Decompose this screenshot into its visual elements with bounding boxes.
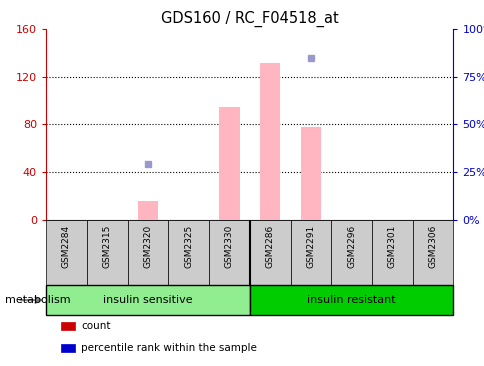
Bar <box>209 220 249 285</box>
Text: GSM2291: GSM2291 <box>306 225 315 268</box>
Text: GSM2320: GSM2320 <box>143 225 152 268</box>
Bar <box>46 220 87 285</box>
Bar <box>412 220 453 285</box>
Bar <box>259 63 280 220</box>
Bar <box>219 107 239 220</box>
Bar <box>127 220 168 285</box>
Bar <box>371 220 412 285</box>
Text: metabolism: metabolism <box>5 295 70 305</box>
Text: GSM2315: GSM2315 <box>103 225 111 268</box>
Text: insulin sensitive: insulin sensitive <box>103 295 192 305</box>
Bar <box>300 127 320 220</box>
Text: GSM2306: GSM2306 <box>428 225 437 268</box>
Bar <box>87 220 127 285</box>
Bar <box>331 220 371 285</box>
Text: GSM2286: GSM2286 <box>265 225 274 268</box>
Text: GSM2325: GSM2325 <box>184 225 193 268</box>
Title: GDS160 / RC_F04518_at: GDS160 / RC_F04518_at <box>161 10 338 27</box>
Bar <box>46 285 249 315</box>
Text: GSM2284: GSM2284 <box>62 225 71 268</box>
Text: insulin resistant: insulin resistant <box>307 295 395 305</box>
Text: percentile rank within the sample: percentile rank within the sample <box>81 343 257 354</box>
Text: GSM2301: GSM2301 <box>387 225 396 268</box>
Bar <box>168 220 209 285</box>
Text: count: count <box>81 321 110 331</box>
Bar <box>290 220 331 285</box>
Bar <box>137 201 158 220</box>
Bar <box>249 220 290 285</box>
Text: GSM2296: GSM2296 <box>347 225 355 268</box>
Text: GSM2330: GSM2330 <box>225 225 233 268</box>
Bar <box>249 285 453 315</box>
